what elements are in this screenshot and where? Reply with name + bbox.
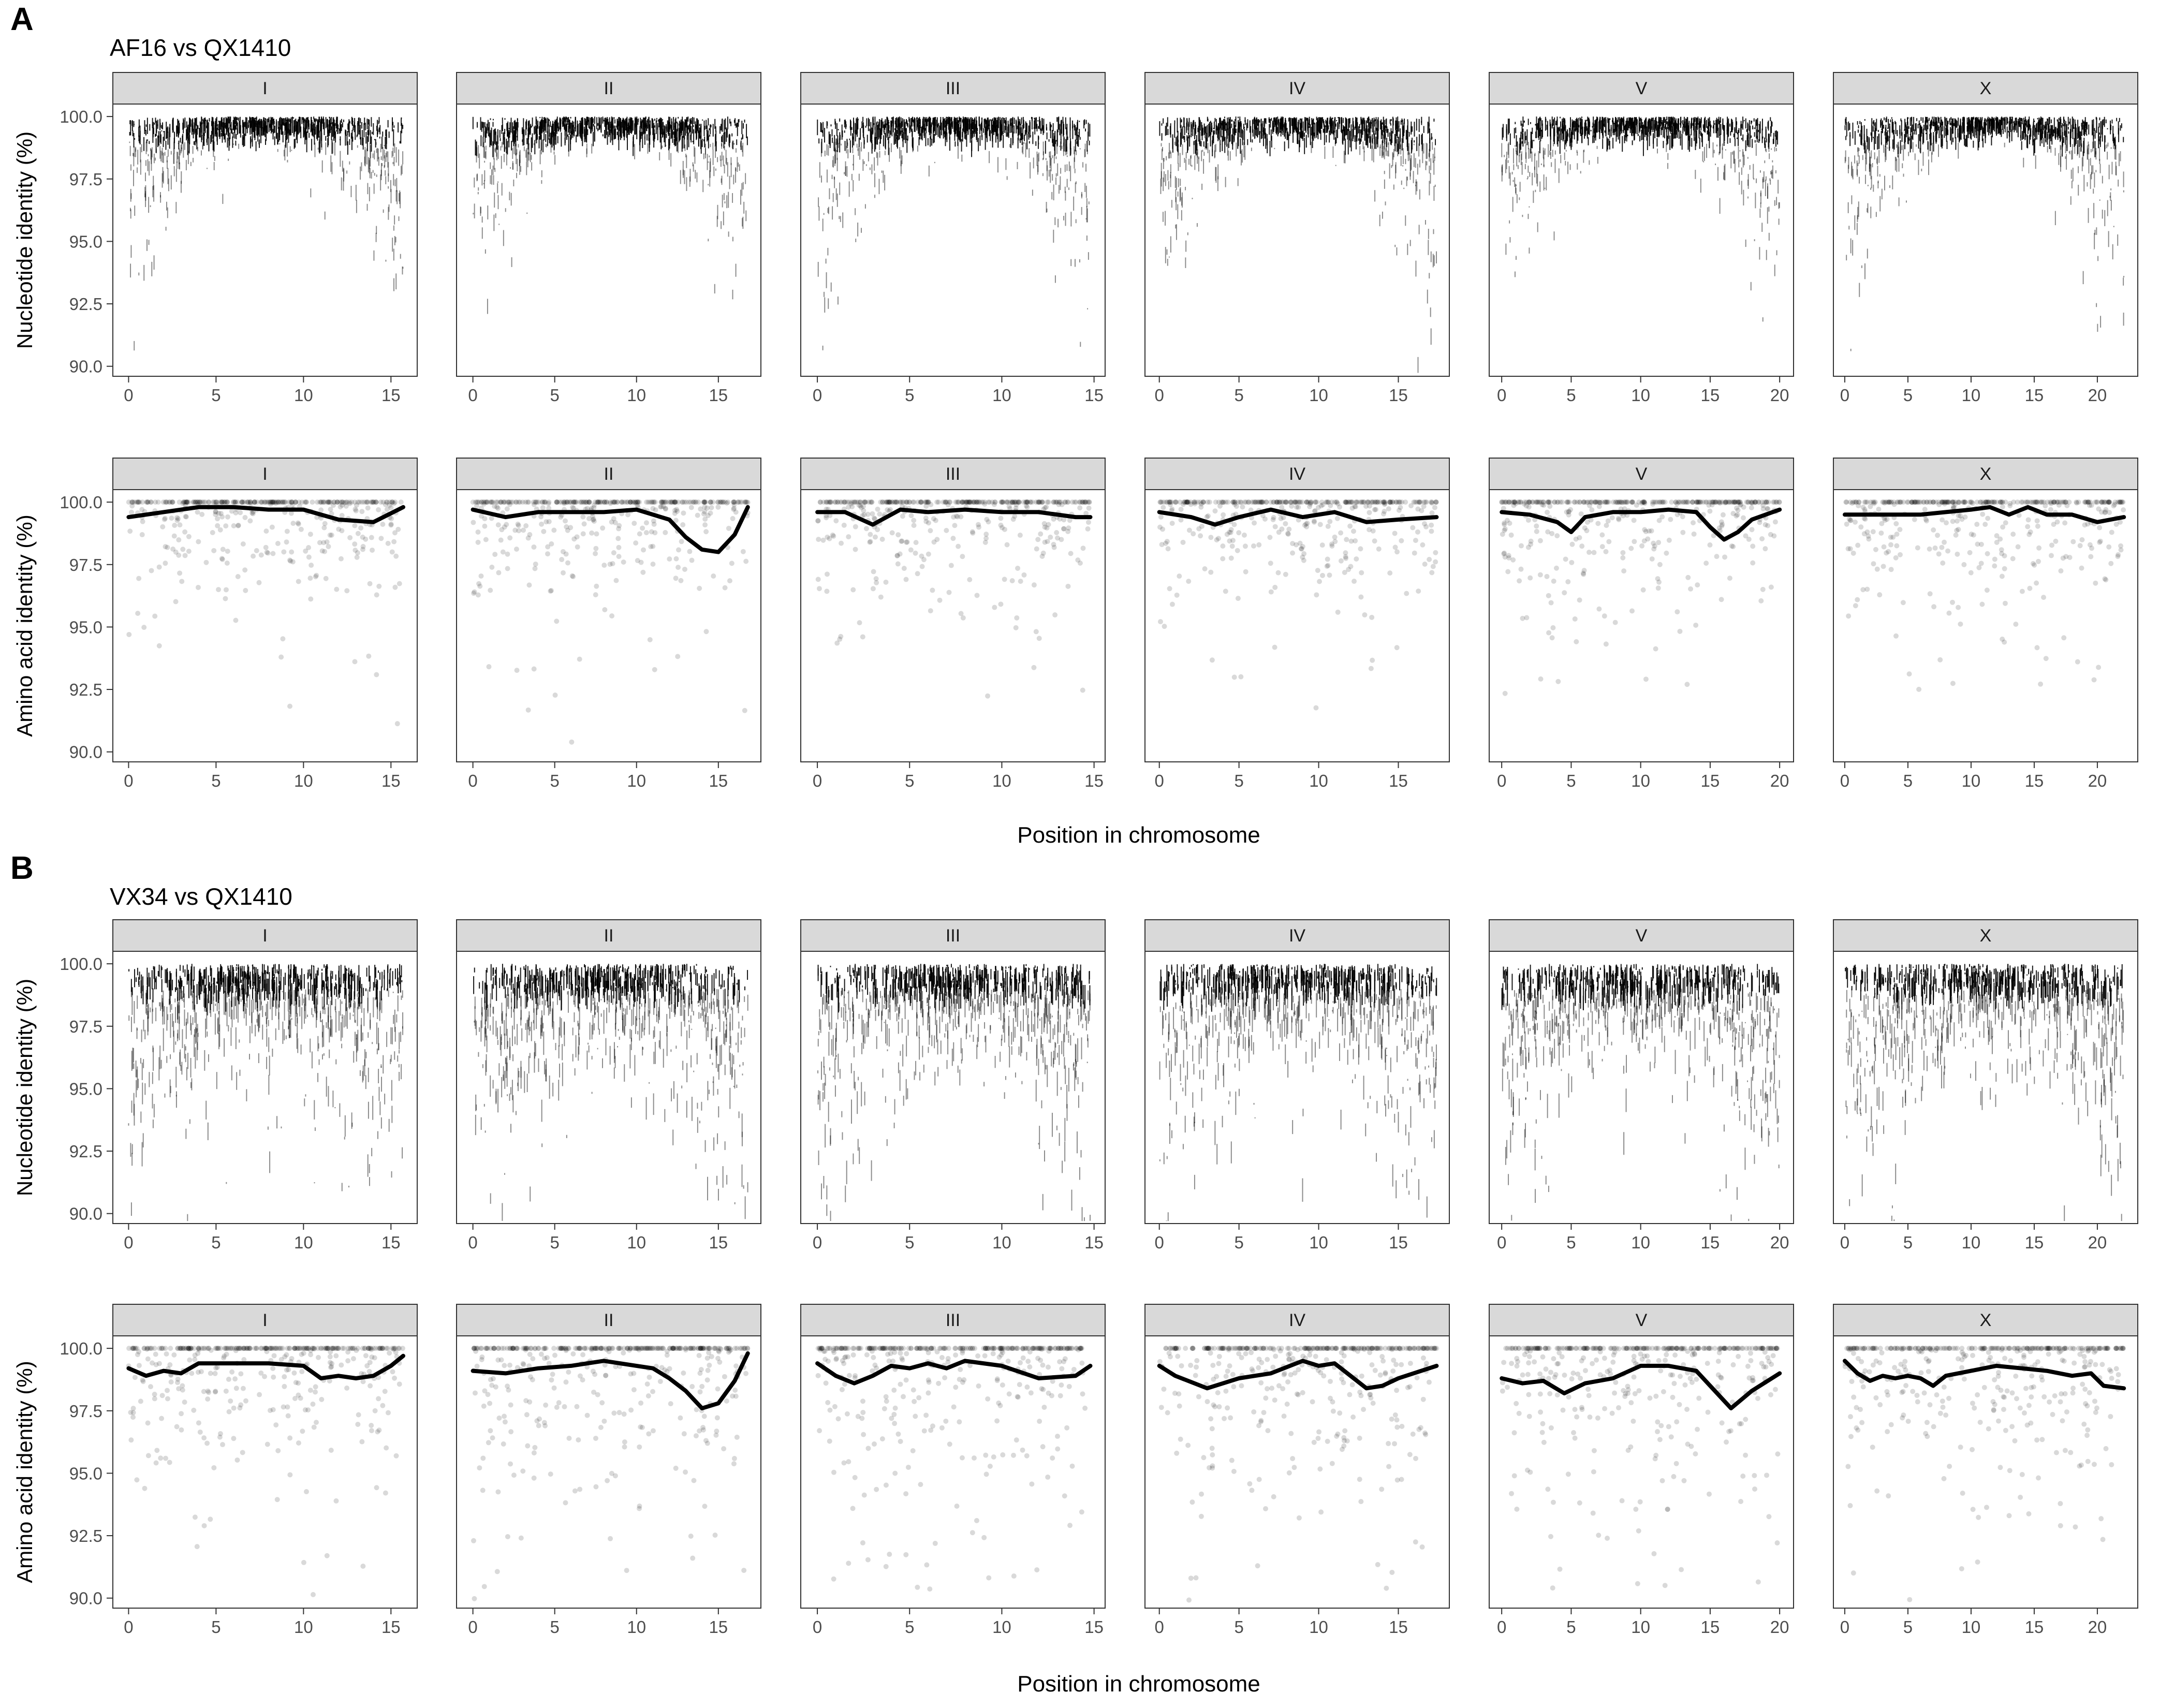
data-marks [129, 116, 404, 351]
x-tick-label: 10 [627, 386, 646, 405]
panel-letter: A [10, 2, 34, 37]
x-tick-label: 5 [1234, 386, 1243, 405]
panel-border [112, 104, 418, 377]
x-tick-label: 15 [1389, 386, 1408, 405]
x-tick-label: 10 [992, 386, 1011, 405]
x-tick-label: 0 [813, 386, 822, 405]
data-marks [1844, 116, 2125, 351]
y-tick-label: 97.5 [69, 170, 102, 189]
x-tick-label: 0 [1155, 386, 1164, 405]
panel-border [1489, 104, 1794, 377]
plot-area [1833, 104, 2138, 376]
facet-strip [456, 72, 761, 105]
facet-strip-label: II [604, 79, 614, 98]
x-tick-label: 5 [905, 386, 914, 405]
data-marks [1501, 116, 1780, 322]
x-tick-label: 15 [709, 386, 728, 405]
x-tick-label: 15 [1084, 386, 1104, 405]
facet-strip [1489, 72, 1794, 105]
x-tick-label: 10 [294, 386, 313, 405]
data-marks [817, 116, 1091, 350]
x-tick-label: 0 [1497, 386, 1506, 405]
y-tick-label: 90.0 [69, 357, 102, 376]
data-marks [1159, 116, 1437, 373]
x-tick-label: 5 [1566, 386, 1576, 405]
y-axis-title: Nucleotide identity (%) [12, 131, 37, 349]
facet-strip [112, 72, 418, 105]
x-axis-title: Position in chromosome [1017, 822, 1260, 848]
x-tick-label: 0 [124, 386, 133, 405]
plot-area [113, 104, 417, 376]
x-tick-label: 10 [1309, 386, 1328, 405]
facet-strip-label: V [1636, 79, 1648, 98]
x-tick-label: 10 [1631, 386, 1650, 405]
figure-root: A AF16 vs QX1410 Position in chromosome Nuc… [10, 2, 2138, 1697]
x-tick-label: 20 [1770, 386, 1789, 405]
panel-title: AF16 vs QX1410 [110, 34, 291, 61]
x-tick-label: 5 [550, 386, 559, 405]
x-tick-label: 0 [468, 386, 477, 405]
x-tick-label: 15 [1701, 386, 1720, 405]
y-tick-label: 92.5 [69, 295, 102, 314]
facet-strip [1833, 72, 2138, 105]
facet-strip [1144, 72, 1450, 105]
x-tick-label: 15 [381, 386, 401, 405]
facet-strip-label: X [1980, 79, 1992, 98]
data-marks [472, 116, 748, 314]
facet-strip [800, 72, 1106, 105]
panel-border [1144, 104, 1450, 377]
plot-area [1145, 104, 1449, 376]
panel-border [800, 104, 1106, 377]
plot-area [801, 104, 1105, 376]
facet-strip-label: III [946, 79, 960, 98]
facet-strip-label: I [262, 79, 267, 98]
panel-border [456, 104, 761, 377]
x-tick-label: 5 [211, 386, 221, 405]
facet-strip-label: IV [1289, 79, 1305, 98]
y-tick-label: 100.0 [60, 107, 102, 126]
y-tick-label: 95.0 [69, 232, 102, 251]
